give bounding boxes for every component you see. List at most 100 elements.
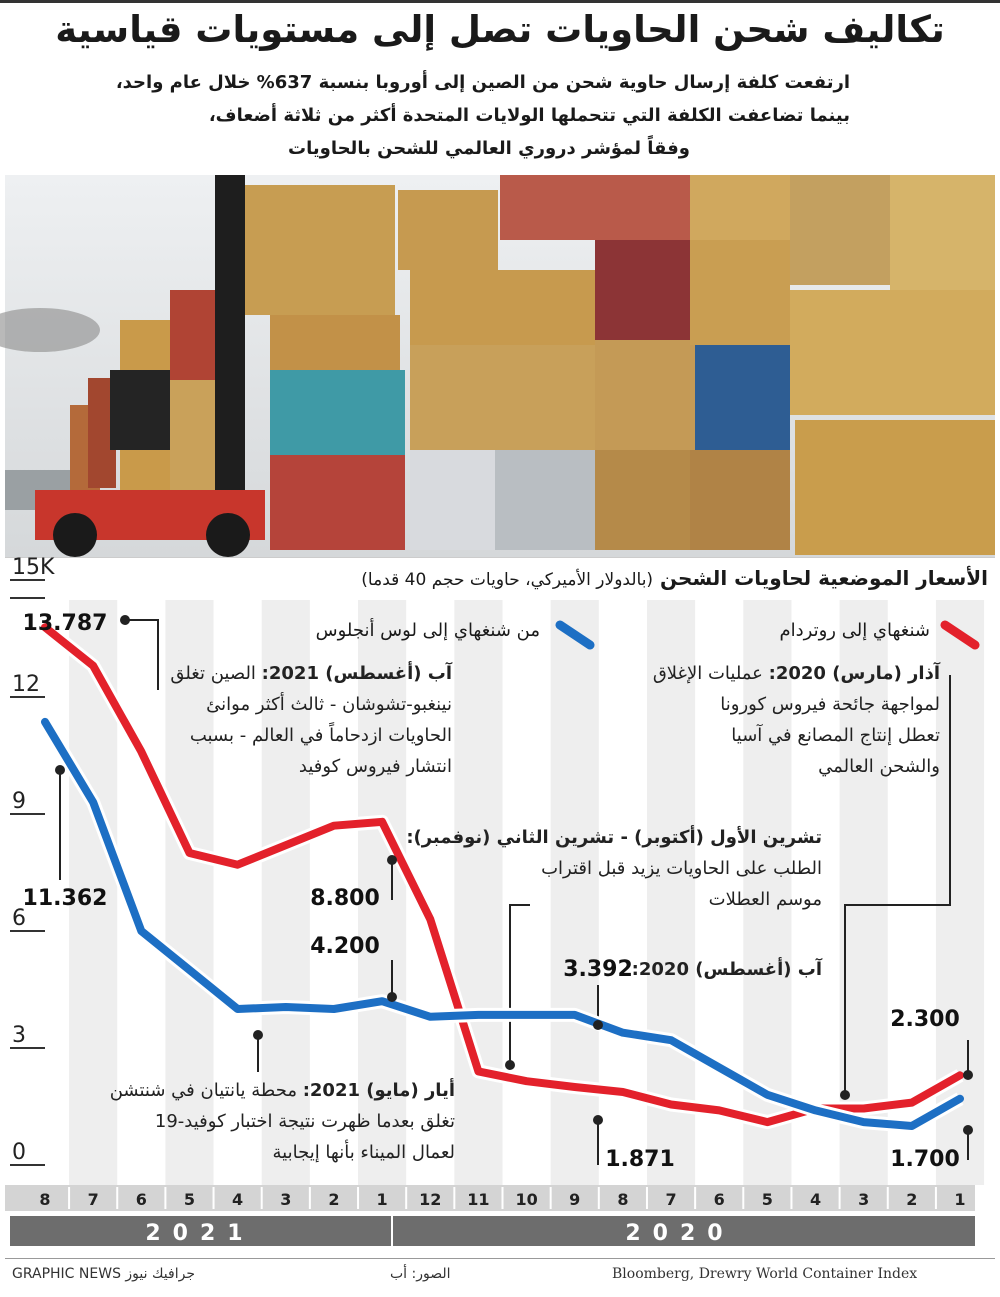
annotation-text: محطة يانتيان في شنتشن — [109, 1080, 297, 1101]
stripe — [839, 600, 888, 1185]
stripe — [646, 600, 696, 1185]
annotation-line: الحاويات ازدحاماً في العالم - بسبب — [189, 725, 452, 746]
year-band — [10, 1216, 975, 1246]
chart-title-main: الأسعار الموضعية لحاويات الشحن — [660, 566, 988, 590]
annotation-line: نينغبو-تشوشان - ثالث أكثر موانئ — [206, 694, 452, 715]
annotation: تشرين الأول (أكتوبر) - تشرين الثاني (نوف… — [406, 822, 822, 915]
subtitle-line: وفقاً لمؤشر دروري العالمي للشحن بالحاويا… — [288, 138, 690, 159]
annotation-line: آذار (مارس) 2020: عمليات الإغلاق — [653, 658, 940, 689]
chart-title: الأسعار الموضعية لحاويات الشحن (بالدولار… — [361, 566, 988, 590]
stripe — [454, 600, 503, 1185]
annotation-line: والشحن العالمي — [818, 756, 940, 777]
annotation-line: تعطل إنتاج المصانع في آسيا — [731, 725, 940, 746]
annotation-line: الطلب على الحاويات يزيد قبل اقتراب — [541, 858, 822, 879]
x-tick-label: 10 — [515, 1190, 537, 1209]
annotation-line: تشرين الأول (أكتوبر) - تشرين الثاني (نوف… — [406, 822, 822, 853]
x-tick-label: 9 — [569, 1190, 580, 1209]
x-tick-label: 2 — [906, 1190, 917, 1209]
annotation-line: تغلق بعدما ظهرت نتيجة اختبار كوفيد-19 — [154, 1111, 455, 1132]
value-label: 2.300 — [890, 1007, 960, 1032]
annotation-text: عمليات الإغلاق — [652, 663, 763, 684]
chart-units: (بالدولار الأميركي، حاويات حجم 40 قدما) — [361, 570, 654, 590]
annotation-heading: أيار (مايو) 2021: — [302, 1080, 455, 1101]
x-tick-label: 1 — [954, 1190, 965, 1209]
annotation-text: الصين تغلق — [170, 663, 256, 684]
x-tick-label: 4 — [810, 1190, 821, 1209]
value-label: 13.787 — [23, 611, 108, 636]
value-label: 3.392 — [563, 957, 633, 982]
title: تكاليف شحن الحاويات تصل إلى مستويات قياس… — [55, 8, 945, 51]
x-tick-label: 11 — [467, 1190, 489, 1209]
value-label: 1.871 — [605, 1147, 675, 1172]
annotation-heading: آب (أغسطس) 2021: — [261, 663, 452, 684]
photo — [0, 175, 995, 557]
annotation-line: آب (أغسطس) 2021: الصين تغلق — [170, 658, 452, 689]
legend-swatch — [940, 620, 980, 650]
annotation-dot — [593, 1020, 603, 1030]
annotation-dot — [387, 855, 397, 865]
x-tick-label: 8 — [39, 1190, 50, 1209]
x-tick-label: 6 — [136, 1190, 147, 1209]
footer-rule — [5, 1258, 995, 1259]
legend-label: من شنغهاي إلى لوس أنجلوس — [315, 620, 540, 641]
legend-label: شنغهاي إلى روتردام — [779, 620, 931, 641]
annotation-dot — [963, 1125, 973, 1135]
value-label: 1.700 — [890, 1147, 960, 1172]
x-tick-label: 3 — [858, 1190, 869, 1209]
x-tick-label: 3 — [280, 1190, 291, 1209]
x-tick-label: 7 — [665, 1190, 676, 1209]
x-tick-label: 5 — [184, 1190, 195, 1209]
year-label: 2021 — [145, 1221, 254, 1246]
annotation-dot — [120, 615, 130, 625]
y-tick-label: 6 — [12, 906, 26, 931]
annotation: آب (أغسطس) 2021: الصين تغلق نينغبو-تشوشا… — [170, 658, 452, 782]
annotation-line: آب (أغسطس) 2020: — [632, 954, 822, 985]
x-tick-label: 6 — [714, 1190, 725, 1209]
y-tick-label: 9 — [12, 789, 26, 814]
annotation-line: أيار (مايو) 2021: محطة يانتيان في شنتشن — [110, 1075, 455, 1106]
annotation-line: لمواجهة جائحة فيروس كورونا — [720, 694, 940, 715]
annotation: أيار (مايو) 2021: محطة يانتيان في شنتشن … — [110, 1075, 455, 1168]
annotation-dot — [963, 1070, 973, 1080]
legend-swatch — [555, 620, 595, 650]
x-tick-label: 8 — [617, 1190, 628, 1209]
annotation-line: لعمال الميناء بأنها إيجابية — [272, 1142, 456, 1163]
annotation-heading: تشرين الأول (أكتوبر) - تشرين الثاني (نوف… — [406, 827, 822, 848]
stripe — [358, 600, 407, 1185]
annotation-dot — [505, 1060, 515, 1070]
x-tick-label: 4 — [232, 1190, 243, 1209]
subtitle-line: ارتفعت كلفة إرسال حاوية شحن من الصين إلى… — [115, 72, 850, 93]
y-tick-label: 3 — [12, 1023, 26, 1048]
subtitle-line: بينما تضاعفت الكلفة التي تتحملها الولايا… — [208, 105, 850, 126]
photo-credit: الصور: أب — [390, 1266, 451, 1282]
year-label: 2020 — [625, 1221, 734, 1246]
stripe — [261, 600, 310, 1185]
x-tick-label: 7 — [88, 1190, 99, 1209]
annotation-dot — [253, 1030, 263, 1040]
x-tick-label: 5 — [762, 1190, 773, 1209]
x-tick-label: 12 — [419, 1190, 441, 1209]
month-band — [5, 1185, 975, 1211]
annotation: آب (أغسطس) 2020: — [632, 954, 822, 985]
value-label: 11.362 — [23, 886, 108, 911]
credit: GRAPHIC NEWS جرافيك نيوز — [12, 1266, 195, 1282]
y-tick-label: 0 — [12, 1140, 26, 1165]
value-label: 8.800 — [310, 886, 380, 911]
annotation-dot — [55, 765, 65, 775]
x-tick-label: 2 — [328, 1190, 339, 1209]
series-line — [41, 717, 964, 1130]
x-tick-label: 1 — [377, 1190, 388, 1209]
y-tick-label: 12 — [12, 672, 40, 697]
annotation-heading: آذار (مارس) 2020: — [768, 663, 940, 684]
annotation: آذار (مارس) 2020: عمليات الإغلاق لمواجهة… — [653, 658, 940, 782]
stripe — [165, 600, 214, 1185]
chart-frame — [5, 557, 995, 558]
annotation-dot — [387, 992, 397, 1002]
month-stripes — [69, 600, 985, 1185]
y-tick-label: 15K — [12, 555, 55, 580]
annotation-line: انتشار فيروس كوفيد — [298, 756, 452, 777]
annotation-dot — [840, 1090, 850, 1100]
top-rule — [0, 0, 1000, 3]
